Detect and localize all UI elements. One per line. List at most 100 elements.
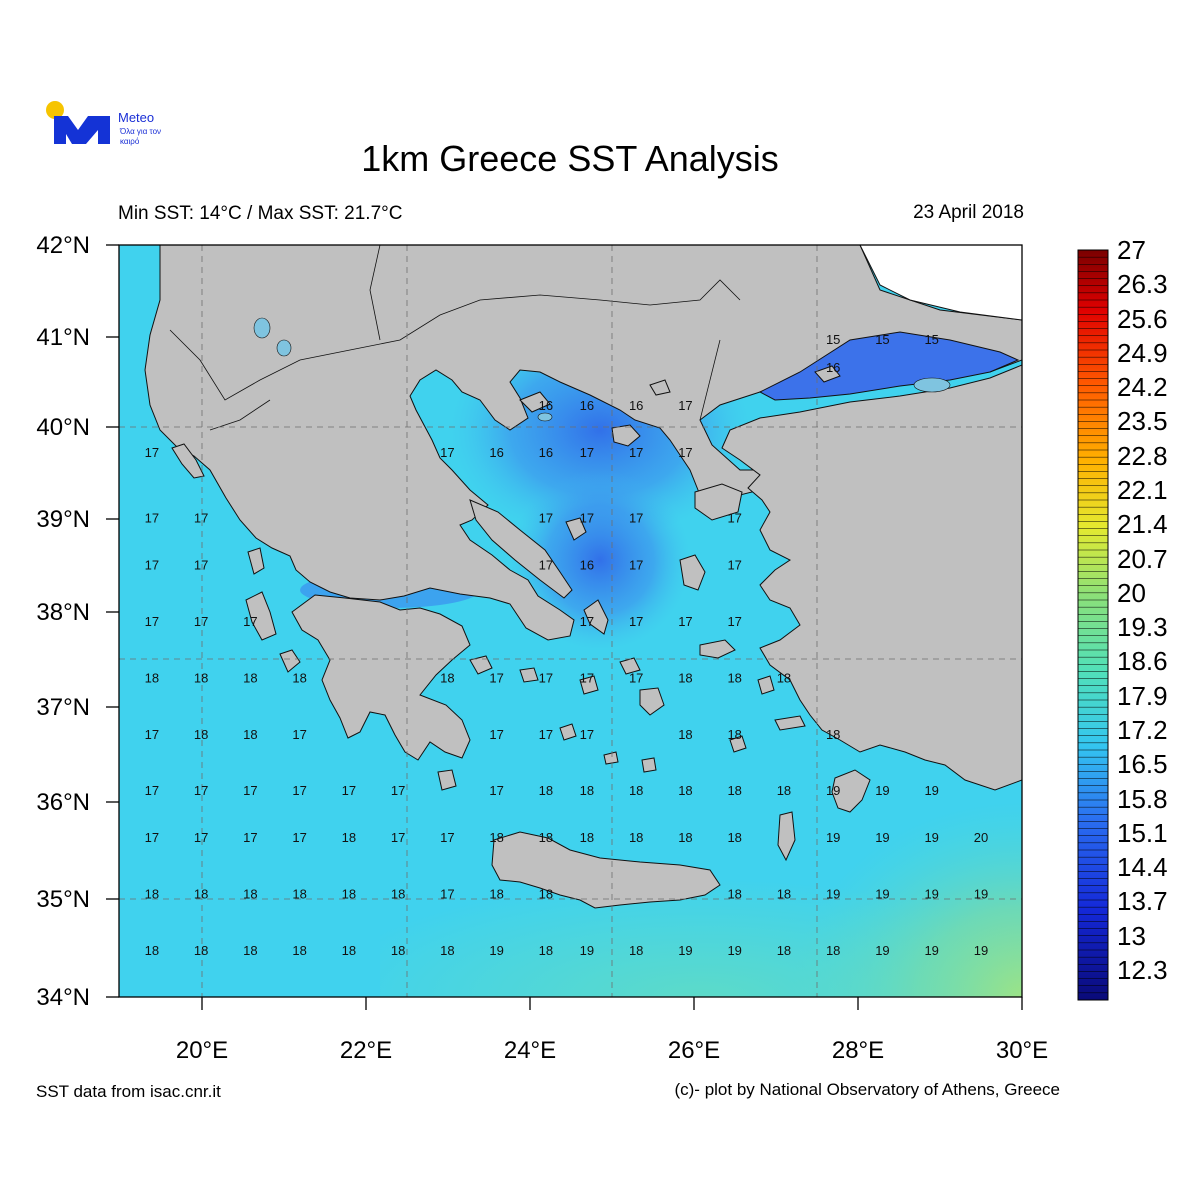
sst-value-label: 17 — [489, 670, 503, 685]
sst-value-label: 15 — [924, 332, 938, 347]
colorbar-label: 14.4 — [1117, 852, 1168, 883]
sst-value-label: 19 — [489, 943, 503, 958]
thassos-island — [649, 379, 671, 396]
lat-label: 34°N — [36, 984, 90, 1011]
colorbar-ticks — [1078, 256, 1108, 994]
meteo-logo — [46, 101, 110, 144]
sst-value-label: 18 — [194, 670, 208, 685]
sst-value-label: 18 — [629, 943, 643, 958]
lat-label: 38°N — [36, 599, 90, 626]
colorbar-label: 24.9 — [1117, 337, 1168, 368]
lon-label: 22°E — [339, 1037, 393, 1064]
evia-island — [469, 499, 573, 599]
sst-value-label: 17 — [145, 783, 159, 798]
sst-value-label: 17 — [629, 511, 643, 526]
lon-label: 20°E — [175, 1037, 229, 1064]
sst-value-label: 18 — [342, 943, 356, 958]
sst-value-label: 18 — [539, 887, 553, 902]
lat-label: 39°N — [36, 506, 90, 533]
sst-value-label: 17 — [391, 783, 405, 798]
colorbar-label: 24.2 — [1117, 372, 1168, 403]
axis-ticks — [106, 244, 1023, 1010]
sst-value-label: 18 — [243, 943, 257, 958]
sst-value-label: 18 — [145, 887, 159, 902]
sst-value-label: 18 — [391, 887, 405, 902]
sst-value-label: 18 — [539, 943, 553, 958]
colorbar-label: 20 — [1117, 577, 1146, 608]
sst-value-label: 17 — [489, 783, 503, 798]
sst-value-label: 17 — [629, 445, 643, 460]
sst-value-label: 16 — [580, 398, 594, 413]
plot-credit: (c)- plot by National Observatory of Ath… — [674, 1080, 1060, 1099]
data-source-note: SST data from isac.cnr.it — [36, 1082, 221, 1101]
sst-value-label: 17 — [489, 727, 503, 742]
sst-value-label: 19 — [924, 943, 938, 958]
zakynthos-island — [279, 649, 301, 673]
small-island — [519, 391, 551, 413]
sst-value-label: 18 — [777, 783, 791, 798]
sst-value-label: 16 — [539, 445, 553, 460]
sst-value-label: 19 — [678, 943, 692, 958]
naxos-island — [639, 687, 665, 716]
sst-value-label: 17 — [440, 830, 454, 845]
colorbar-label: 23.5 — [1117, 406, 1168, 437]
sst-value-label: 17 — [145, 445, 159, 460]
sst-value-label: 18 — [777, 670, 791, 685]
sst-value-label: 17 — [629, 558, 643, 573]
sst-value-label: 17 — [194, 614, 208, 629]
lesvos-island — [694, 483, 743, 521]
colorbar-label: 18.6 — [1117, 646, 1168, 677]
sst-value-label: 17 — [580, 670, 594, 685]
sst-value-label: 19 — [727, 943, 741, 958]
sst-value-label: 19 — [875, 830, 889, 845]
colorbar-label: 13 — [1117, 920, 1146, 951]
limnos-island — [611, 424, 641, 447]
colorbar-label: 15.8 — [1117, 783, 1168, 814]
sst-value-label: 17 — [145, 830, 159, 845]
sst-value-label: 18 — [727, 727, 741, 742]
sst-value-label: 18 — [243, 670, 257, 685]
sst-value-label: 19 — [875, 887, 889, 902]
sst-value-label: 17 — [243, 783, 257, 798]
sst-value-label: 17 — [145, 614, 159, 629]
sst-value-label: 19 — [826, 783, 840, 798]
crete-island — [491, 831, 721, 909]
sst-value-label: 17 — [539, 558, 553, 573]
sst-value-label: 18 — [292, 670, 306, 685]
sst-value-label: 20 — [974, 830, 988, 845]
sst-value-label: 19 — [974, 943, 988, 958]
sst-value-labels: 15 15 15 16 16 16 16 17 17 17 16 16 17 17 17 17 17 17 17 17… — [145, 332, 989, 958]
sun-icon — [46, 101, 64, 119]
sst-value-label: 17 — [194, 511, 208, 526]
rhodes-island — [831, 769, 871, 813]
lat-label: 37°N — [36, 694, 90, 721]
sst-value-label: 18 — [727, 887, 741, 902]
skyros-island — [565, 517, 587, 541]
turkey — [721, 364, 1022, 791]
colorbar-label: 27 — [1117, 235, 1146, 265]
sea-of-marmara — [758, 331, 1020, 401]
colorbar-label: 21.4 — [1117, 509, 1168, 540]
sst-value-label: 17 — [678, 398, 692, 413]
sst-value-label: 18 — [145, 943, 159, 958]
small-island — [579, 675, 599, 695]
warm-south-region — [380, 800, 1022, 997]
analysis-date: 23 April 2018 — [913, 202, 1024, 223]
m-logo-mark — [54, 116, 110, 144]
lat-label: 36°N — [36, 789, 90, 816]
sst-value-label: 19 — [974, 887, 988, 902]
colorbar-label: 17.2 — [1117, 715, 1168, 745]
min-max-sst: Min SST: 14°C / Max SST: 21.7°C — [118, 203, 403, 224]
sst-value-label: 18 — [539, 830, 553, 845]
map-frame — [118, 244, 1023, 998]
small-island — [469, 655, 493, 675]
lat-label: 35°N — [36, 886, 90, 913]
sst-value-label: 18 — [629, 783, 643, 798]
sst-value-label: 18 — [440, 670, 454, 685]
sst-value-label: 18 — [678, 830, 692, 845]
colorbar — [1077, 249, 1109, 1001]
sst-value-label: 17 — [727, 614, 741, 629]
mainland — [144, 245, 1022, 641]
sst-value-label: 19 — [580, 943, 594, 958]
sst-value-label: 18 — [826, 727, 840, 742]
